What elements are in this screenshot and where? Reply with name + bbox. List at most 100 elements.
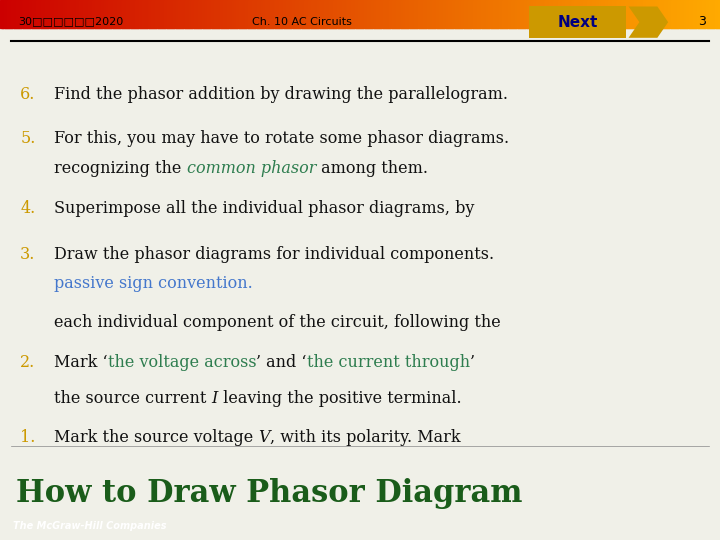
Text: 4.: 4. [20, 200, 35, 217]
Bar [527, 0, 530, 28]
Bar [36, 0, 39, 28]
Text: 3.: 3. [20, 246, 35, 262]
Bar [198, 0, 201, 28]
Bar [714, 0, 717, 28]
Bar [140, 0, 143, 28]
Bar [367, 0, 370, 28]
Bar [433, 0, 436, 28]
Bar [187, 0, 190, 28]
Bar [567, 0, 570, 28]
Text: , with its polarity. Mark: , with its polarity. Mark [270, 429, 461, 446]
Bar [246, 0, 249, 28]
Bar [124, 0, 127, 28]
Bar [634, 0, 636, 28]
Bar [544, 0, 546, 28]
Bar [128, 0, 130, 28]
Bar [585, 0, 588, 28]
Text: each individual component of the circuit, following the: each individual component of the circuit… [54, 314, 500, 331]
Bar [49, 0, 51, 28]
Text: The McGraw-Hill Companies: The McGraw-Hill Companies [13, 521, 166, 531]
Bar [360, 0, 362, 28]
Bar [374, 0, 377, 28]
Bar [606, 0, 609, 28]
Bar [540, 0, 543, 28]
Bar [112, 0, 114, 28]
Bar [521, 0, 523, 28]
Bar [196, 0, 199, 28]
Bar [571, 0, 573, 28]
Bar [132, 0, 134, 28]
Bar [684, 0, 687, 28]
Bar [626, 0, 629, 28]
Bar [702, 0, 704, 28]
Bar [691, 0, 693, 28]
Bar [526, 0, 528, 28]
Bar [236, 0, 238, 28]
Bar [448, 0, 451, 28]
Bar [575, 0, 577, 28]
Bar [151, 0, 154, 28]
Bar [446, 0, 449, 28]
Bar [241, 0, 243, 28]
Bar [671, 0, 674, 28]
Bar [117, 0, 120, 28]
Bar [95, 0, 98, 28]
Bar [297, 0, 300, 28]
Bar [179, 0, 181, 28]
Bar [153, 0, 156, 28]
Bar [133, 0, 135, 28]
Bar [169, 0, 172, 28]
Bar [215, 0, 217, 28]
Bar [419, 0, 422, 28]
Text: Superimpose all the individual phasor diagrams, by: Superimpose all the individual phasor di… [54, 200, 474, 217]
Bar [675, 0, 678, 28]
Bar [22, 0, 24, 28]
Bar [623, 0, 625, 28]
Bar [18, 0, 20, 28]
Bar [92, 0, 94, 28]
Bar [232, 0, 235, 28]
Bar [605, 0, 607, 28]
Bar [396, 0, 399, 28]
Bar [302, 0, 305, 28]
Bar [536, 0, 539, 28]
Bar [207, 0, 210, 28]
Bar [304, 0, 307, 28]
Bar [227, 0, 230, 28]
Bar [655, 0, 658, 28]
Bar [210, 0, 213, 28]
Bar [412, 0, 415, 28]
Bar [104, 0, 107, 28]
Bar [166, 0, 168, 28]
Bar [462, 0, 465, 28]
Bar [510, 0, 512, 28]
Bar [373, 0, 375, 28]
Bar [503, 0, 505, 28]
Bar [173, 0, 176, 28]
Bar [171, 0, 174, 28]
Bar [340, 0, 343, 28]
Bar [438, 0, 440, 28]
Bar [484, 0, 487, 28]
Bar [90, 0, 92, 28]
Bar [205, 0, 208, 28]
Bar [94, 0, 96, 28]
Bar [594, 0, 596, 28]
Bar [612, 0, 615, 28]
Bar [616, 0, 618, 28]
Bar [549, 0, 552, 28]
Bar [279, 0, 282, 28]
Bar [477, 0, 480, 28]
Bar [630, 0, 633, 28]
Bar [359, 0, 361, 28]
Bar [281, 0, 284, 28]
Bar [603, 0, 606, 28]
Bar [455, 0, 458, 28]
Bar [35, 0, 37, 28]
Bar [72, 0, 75, 28]
Bar [625, 0, 627, 28]
Bar [325, 0, 328, 28]
Text: Ch. 10 AC Circuits: Ch. 10 AC Circuits [253, 17, 352, 26]
Bar [589, 0, 591, 28]
Bar [50, 0, 53, 28]
